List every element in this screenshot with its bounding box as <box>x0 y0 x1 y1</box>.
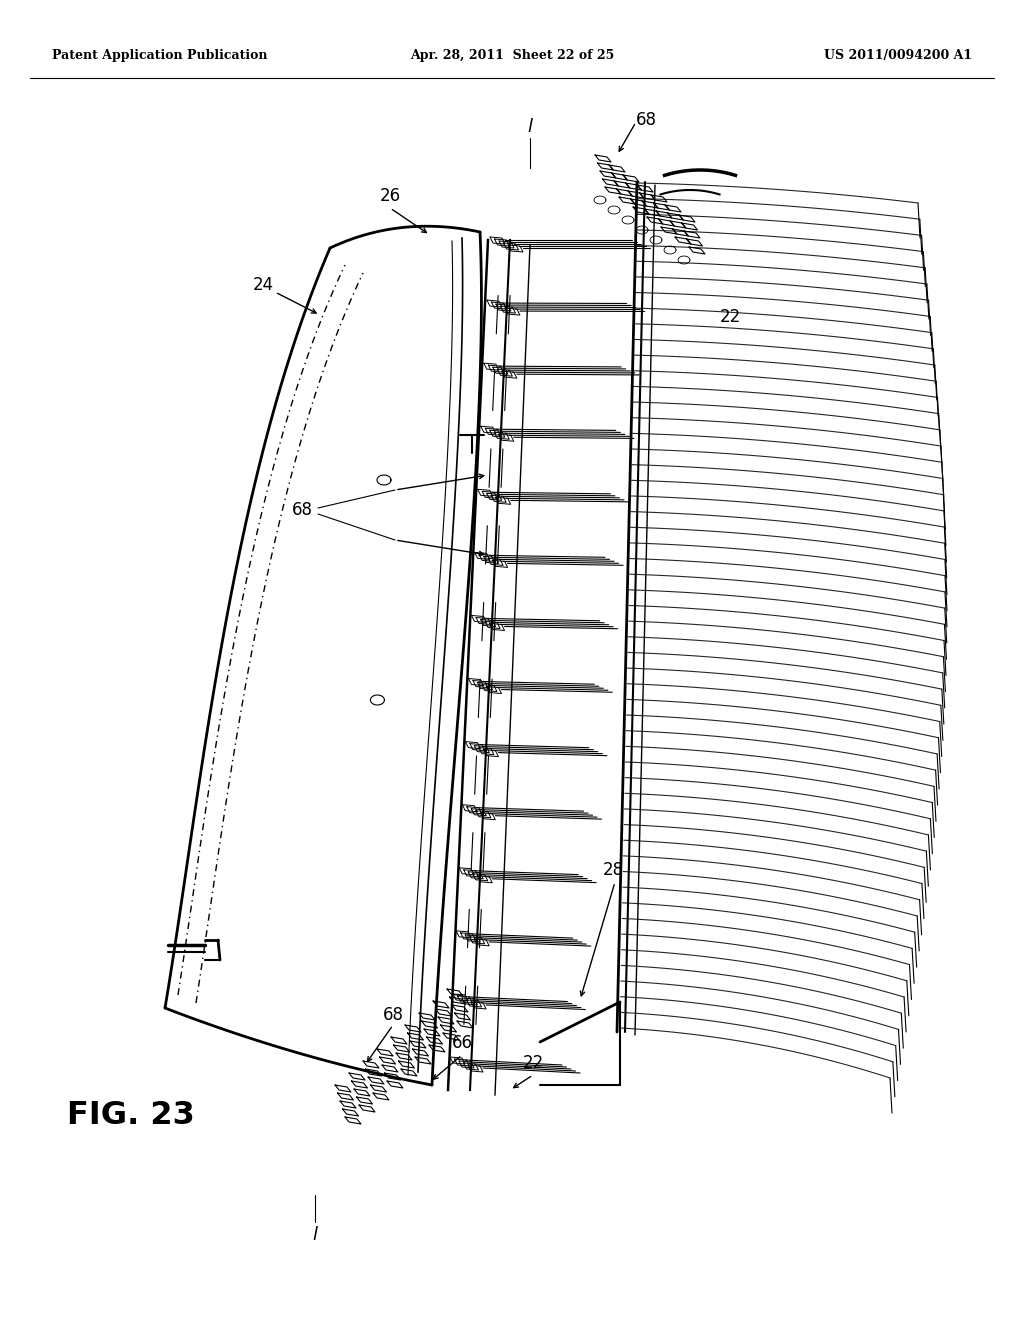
Text: 24: 24 <box>253 276 273 294</box>
Text: 28: 28 <box>602 861 624 879</box>
Text: 68: 68 <box>383 1006 403 1024</box>
Text: 22: 22 <box>720 308 740 326</box>
Text: 22: 22 <box>522 1053 544 1072</box>
Text: 68: 68 <box>636 111 657 129</box>
Text: 68: 68 <box>292 502 312 519</box>
Text: FIG. 23: FIG. 23 <box>67 1100 195 1130</box>
Text: 26: 26 <box>380 187 400 205</box>
Text: US 2011/0094200 A1: US 2011/0094200 A1 <box>824 49 972 62</box>
Text: Patent Application Publication: Patent Application Publication <box>52 49 267 62</box>
Text: 66: 66 <box>452 1034 472 1052</box>
Text: Apr. 28, 2011  Sheet 22 of 25: Apr. 28, 2011 Sheet 22 of 25 <box>410 49 614 62</box>
Text: $\it{l}$: $\it{l}$ <box>311 1226 318 1243</box>
Text: $\it{l}$: $\it{l}$ <box>526 117 534 136</box>
